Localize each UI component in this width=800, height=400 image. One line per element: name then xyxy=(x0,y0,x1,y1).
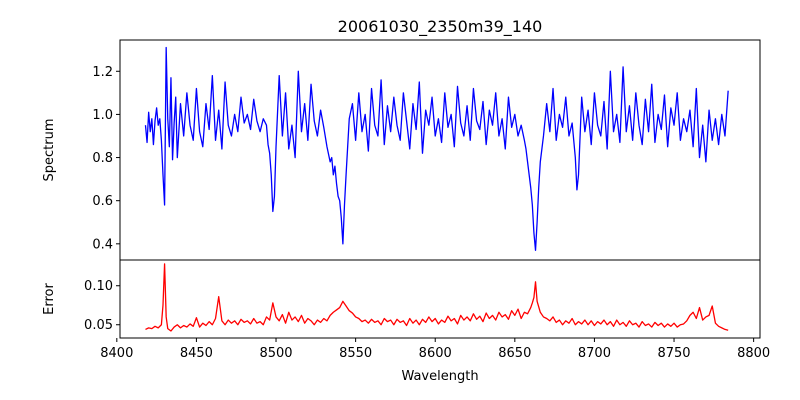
spectrum-y-tick-label: 0.4 xyxy=(92,237,113,252)
spectrum-series-line xyxy=(144,46,729,251)
error-plot-frame xyxy=(119,259,761,339)
spectrum-plot-frame xyxy=(119,39,761,261)
spectrum-y-tick-label: 0.8 xyxy=(92,151,113,166)
spectrum-panel: 0.4 0.6 0.8 1.0 1.2 Spectrum xyxy=(42,39,761,261)
spectrum-y-tick-label: 1.2 xyxy=(92,65,113,80)
x-tick-label: 8450 xyxy=(180,346,213,361)
x-tick-label: 8550 xyxy=(339,346,372,361)
spectrum-y-tick-label: 0.6 xyxy=(92,194,113,209)
error-panel: 0.05 0.10 Error xyxy=(42,259,761,339)
chart-title: 20061030_2350m39_140 xyxy=(338,17,543,37)
spectrum-y-axis-label: Spectrum xyxy=(42,119,57,182)
x-tick-label: 8400 xyxy=(100,346,133,361)
x-tick-label: 8600 xyxy=(419,346,452,361)
error-y-tick-label: 0.05 xyxy=(84,318,113,333)
x-tick-label: 8500 xyxy=(259,346,292,361)
error-y-tick-label: 0.10 xyxy=(84,279,113,294)
x-axis-label: Wavelength xyxy=(401,369,478,384)
x-tick-label: 8750 xyxy=(657,346,690,361)
error-y-axis-label: Error xyxy=(42,283,57,315)
spectrum-y-tick-label: 1.0 xyxy=(92,108,113,123)
x-tick-label: 8700 xyxy=(578,346,611,361)
x-tick-label: 8650 xyxy=(498,346,531,361)
error-series-line xyxy=(145,263,729,332)
x-tick-label: 8800 xyxy=(737,346,770,361)
